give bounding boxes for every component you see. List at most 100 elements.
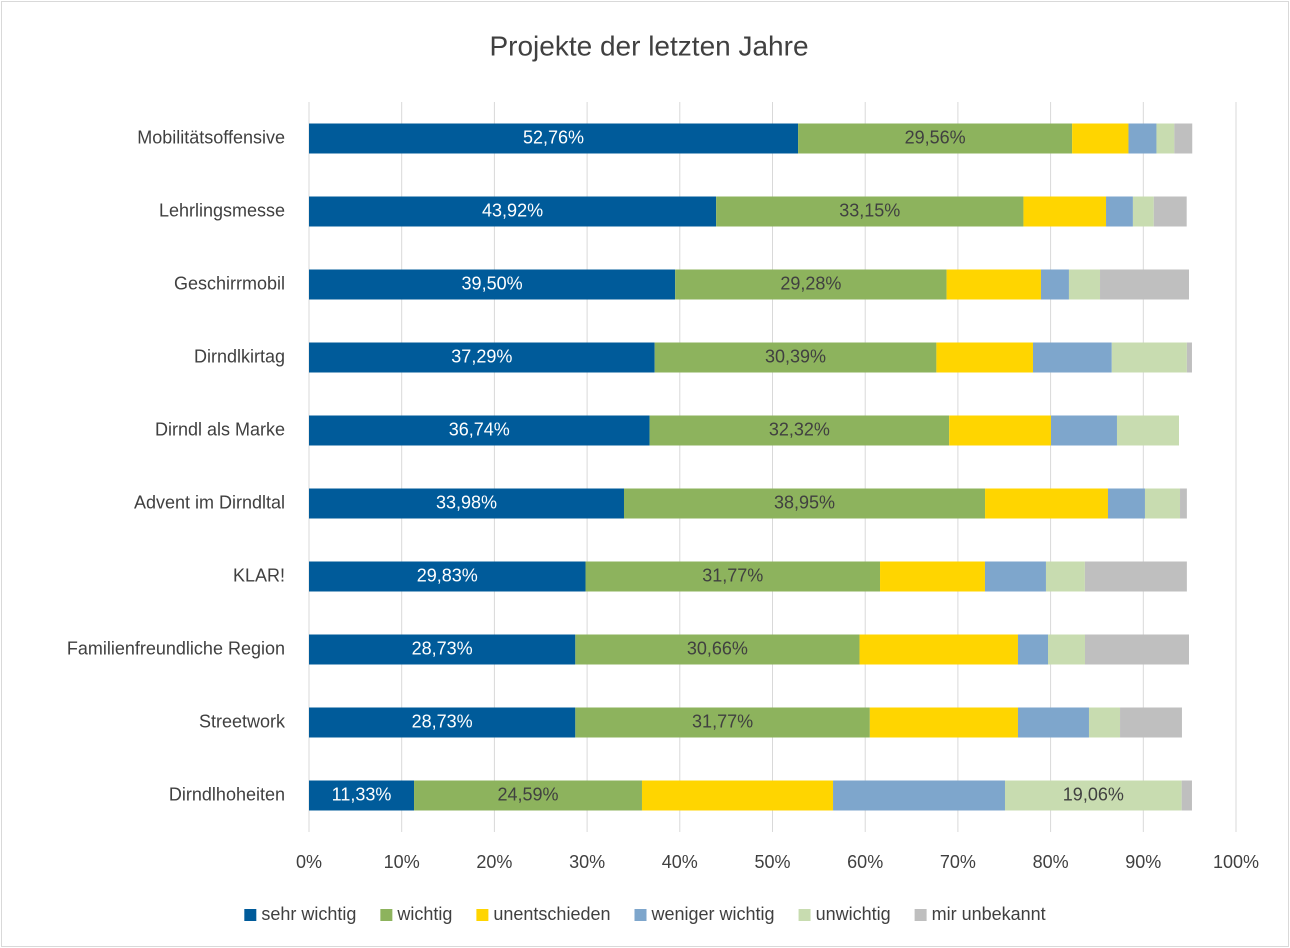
bar-segment: [833, 780, 1005, 811]
legend-label: weniger wichtig: [651, 904, 775, 924]
data-label: 29,83%: [417, 565, 478, 585]
bar-segment: [649, 415, 950, 446]
bar-segment: [936, 342, 1033, 373]
legend-swatch: [476, 909, 489, 921]
data-label: 37,29%: [451, 346, 512, 366]
data-label: 36,74%: [449, 419, 510, 439]
bar-segment: [641, 780, 834, 811]
bar-segment: [1045, 561, 1085, 592]
bar-segment: [880, 561, 985, 592]
bar-segment: [1040, 269, 1069, 300]
x-tick-label: 30%: [569, 852, 605, 872]
legend-swatch: [380, 909, 393, 921]
bar-segment: [869, 707, 1018, 738]
bar-segment: [716, 196, 1024, 227]
data-label: 43,92%: [482, 200, 543, 220]
bar-segment: [1084, 634, 1190, 665]
bar-segment: [1128, 123, 1157, 154]
bar-segment: [675, 269, 947, 300]
bar-segment: [1017, 634, 1049, 665]
bar-segment: [1048, 634, 1085, 665]
bar-segment: [1186, 342, 1192, 373]
bar-segment: [1116, 415, 1179, 446]
y-tick-label: Dirndlkirtag: [194, 346, 285, 366]
legend-swatch: [634, 909, 647, 921]
y-tick-label: Lehrlingsmesse: [159, 200, 285, 220]
data-label: 30,39%: [765, 346, 826, 366]
bar-segment: [1107, 488, 1145, 519]
bar-segment: [575, 707, 870, 738]
legend-swatch: [798, 909, 811, 921]
bar-segment: [1068, 269, 1101, 300]
bar-segment: [1004, 780, 1182, 811]
bar-segment: [309, 415, 650, 446]
bar-segment: [309, 269, 676, 300]
data-label: 31,77%: [702, 565, 763, 585]
bar-segment: [1023, 196, 1107, 227]
x-tick-label: 90%: [1125, 852, 1161, 872]
bar-segment: [859, 634, 1018, 665]
data-label: 29,28%: [780, 273, 841, 293]
data-label: 39,50%: [462, 273, 523, 293]
x-tick-label: 60%: [847, 852, 883, 872]
bar-segment: [1120, 707, 1182, 738]
bar-segment: [1050, 415, 1117, 446]
x-tick-label: 100%: [1213, 852, 1259, 872]
x-tick-label: 20%: [476, 852, 512, 872]
bar-segment: [985, 488, 1108, 519]
bar-segment: [309, 196, 717, 227]
bar-segment: [946, 269, 1041, 300]
legend-label: unwichtig: [816, 904, 891, 924]
y-tick-label: Familienfreundliche Region: [67, 638, 285, 658]
bar-segment: [798, 123, 1073, 154]
data-label: 29,56%: [905, 127, 966, 147]
data-label: 24,59%: [497, 784, 558, 804]
bar-segment: [1174, 123, 1193, 154]
bar-segment: [414, 780, 642, 811]
y-tick-label: Advent im Dirndltal: [134, 492, 285, 512]
data-label: 32,32%: [769, 419, 830, 439]
legend-swatch: [244, 909, 257, 921]
bar-segment: [984, 561, 1046, 592]
data-label: 52,76%: [523, 127, 584, 147]
bar-segment: [1088, 707, 1121, 738]
bar-segment: [309, 707, 576, 738]
bar-segment: [1100, 269, 1190, 300]
bar-segment: [309, 561, 586, 592]
x-tick-label: 40%: [662, 852, 698, 872]
legend-label: wichtig: [396, 904, 452, 924]
chart-title: Projekte der letzten Jahre: [489, 30, 808, 61]
y-tick-label: Dirndlhoheiten: [169, 784, 285, 804]
bar-segment: [309, 780, 415, 811]
bar-segment: [654, 342, 937, 373]
data-label: 31,77%: [692, 711, 753, 731]
bar-segment: [585, 561, 881, 592]
bar-segment: [1017, 707, 1089, 738]
bar-segment: [1156, 123, 1175, 154]
bar-segment: [1111, 342, 1187, 373]
bar-segment: [1106, 196, 1133, 227]
bar-segment: [1132, 196, 1154, 227]
bar-segment: [575, 634, 860, 665]
bar-segment: [1084, 561, 1187, 592]
data-label: 33,15%: [839, 200, 900, 220]
bar-segment: [623, 488, 986, 519]
bar-segment: [309, 634, 576, 665]
bar-segment: [1181, 780, 1192, 811]
legend-label: mir unbekannt: [932, 904, 1046, 924]
y-tick-label: Dirndl als Marke: [155, 419, 285, 439]
data-label: 38,95%: [774, 492, 835, 512]
x-tick-label: 50%: [754, 852, 790, 872]
y-tick-label: Mobilitätsoffensive: [137, 127, 285, 147]
x-tick-label: 70%: [940, 852, 976, 872]
x-tick-label: 10%: [384, 852, 420, 872]
bar-segment: [309, 488, 624, 519]
y-tick-label: Geschirrmobil: [174, 273, 285, 293]
data-label: 28,73%: [412, 711, 473, 731]
data-label: 28,73%: [412, 638, 473, 658]
bar-segment: [309, 342, 655, 373]
data-label: 33,98%: [436, 492, 497, 512]
x-tick-label: 80%: [1033, 852, 1069, 872]
bar-segment: [309, 123, 799, 154]
